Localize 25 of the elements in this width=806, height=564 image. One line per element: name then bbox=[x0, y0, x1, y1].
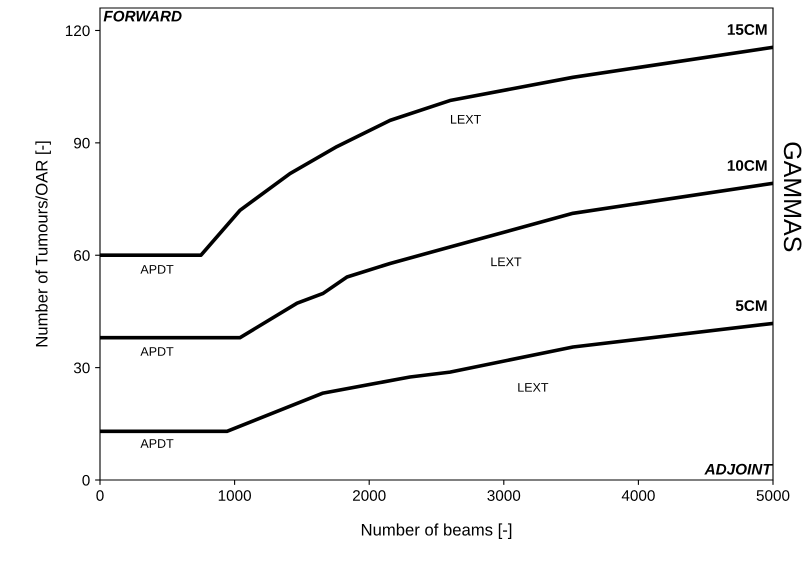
x-tick-label: 2000 bbox=[352, 490, 386, 501]
annotation: FORWARD bbox=[104, 10, 182, 22]
x-tick-label: 4000 bbox=[622, 490, 655, 501]
annotation: APDT bbox=[140, 347, 174, 356]
x-tick-label: 5000 bbox=[756, 490, 790, 501]
annotation: LEXT bbox=[518, 383, 548, 392]
y-tick-label: 60 bbox=[74, 250, 90, 261]
x-axis-title: Number of beams [-] bbox=[362, 523, 512, 539]
y-tick-label: 120 bbox=[66, 25, 90, 36]
series-label: 5CM bbox=[736, 300, 767, 312]
series-label: 15CM bbox=[728, 24, 767, 35]
y-tick-label: 90 bbox=[74, 138, 90, 149]
annotation: APDT bbox=[140, 265, 174, 274]
x-tick-label: 1000 bbox=[218, 490, 251, 501]
text: GAMMAS bbox=[784, 142, 802, 252]
annotation: ADJOINT bbox=[704, 464, 773, 475]
x-tick-label: 3000 bbox=[487, 490, 520, 501]
annotation: LEXT bbox=[450, 114, 481, 124]
y-tick-label: 30 bbox=[74, 362, 90, 374]
series-label: 10CM bbox=[728, 160, 767, 171]
annotation: LEXT bbox=[491, 258, 522, 266]
x-tick-label: 0 bbox=[96, 490, 104, 501]
y-tick-label: 0 bbox=[82, 474, 90, 486]
y-axis-title: Number of Tumours/OAR [-] bbox=[35, 141, 51, 346]
annotation: APDT bbox=[140, 439, 174, 448]
